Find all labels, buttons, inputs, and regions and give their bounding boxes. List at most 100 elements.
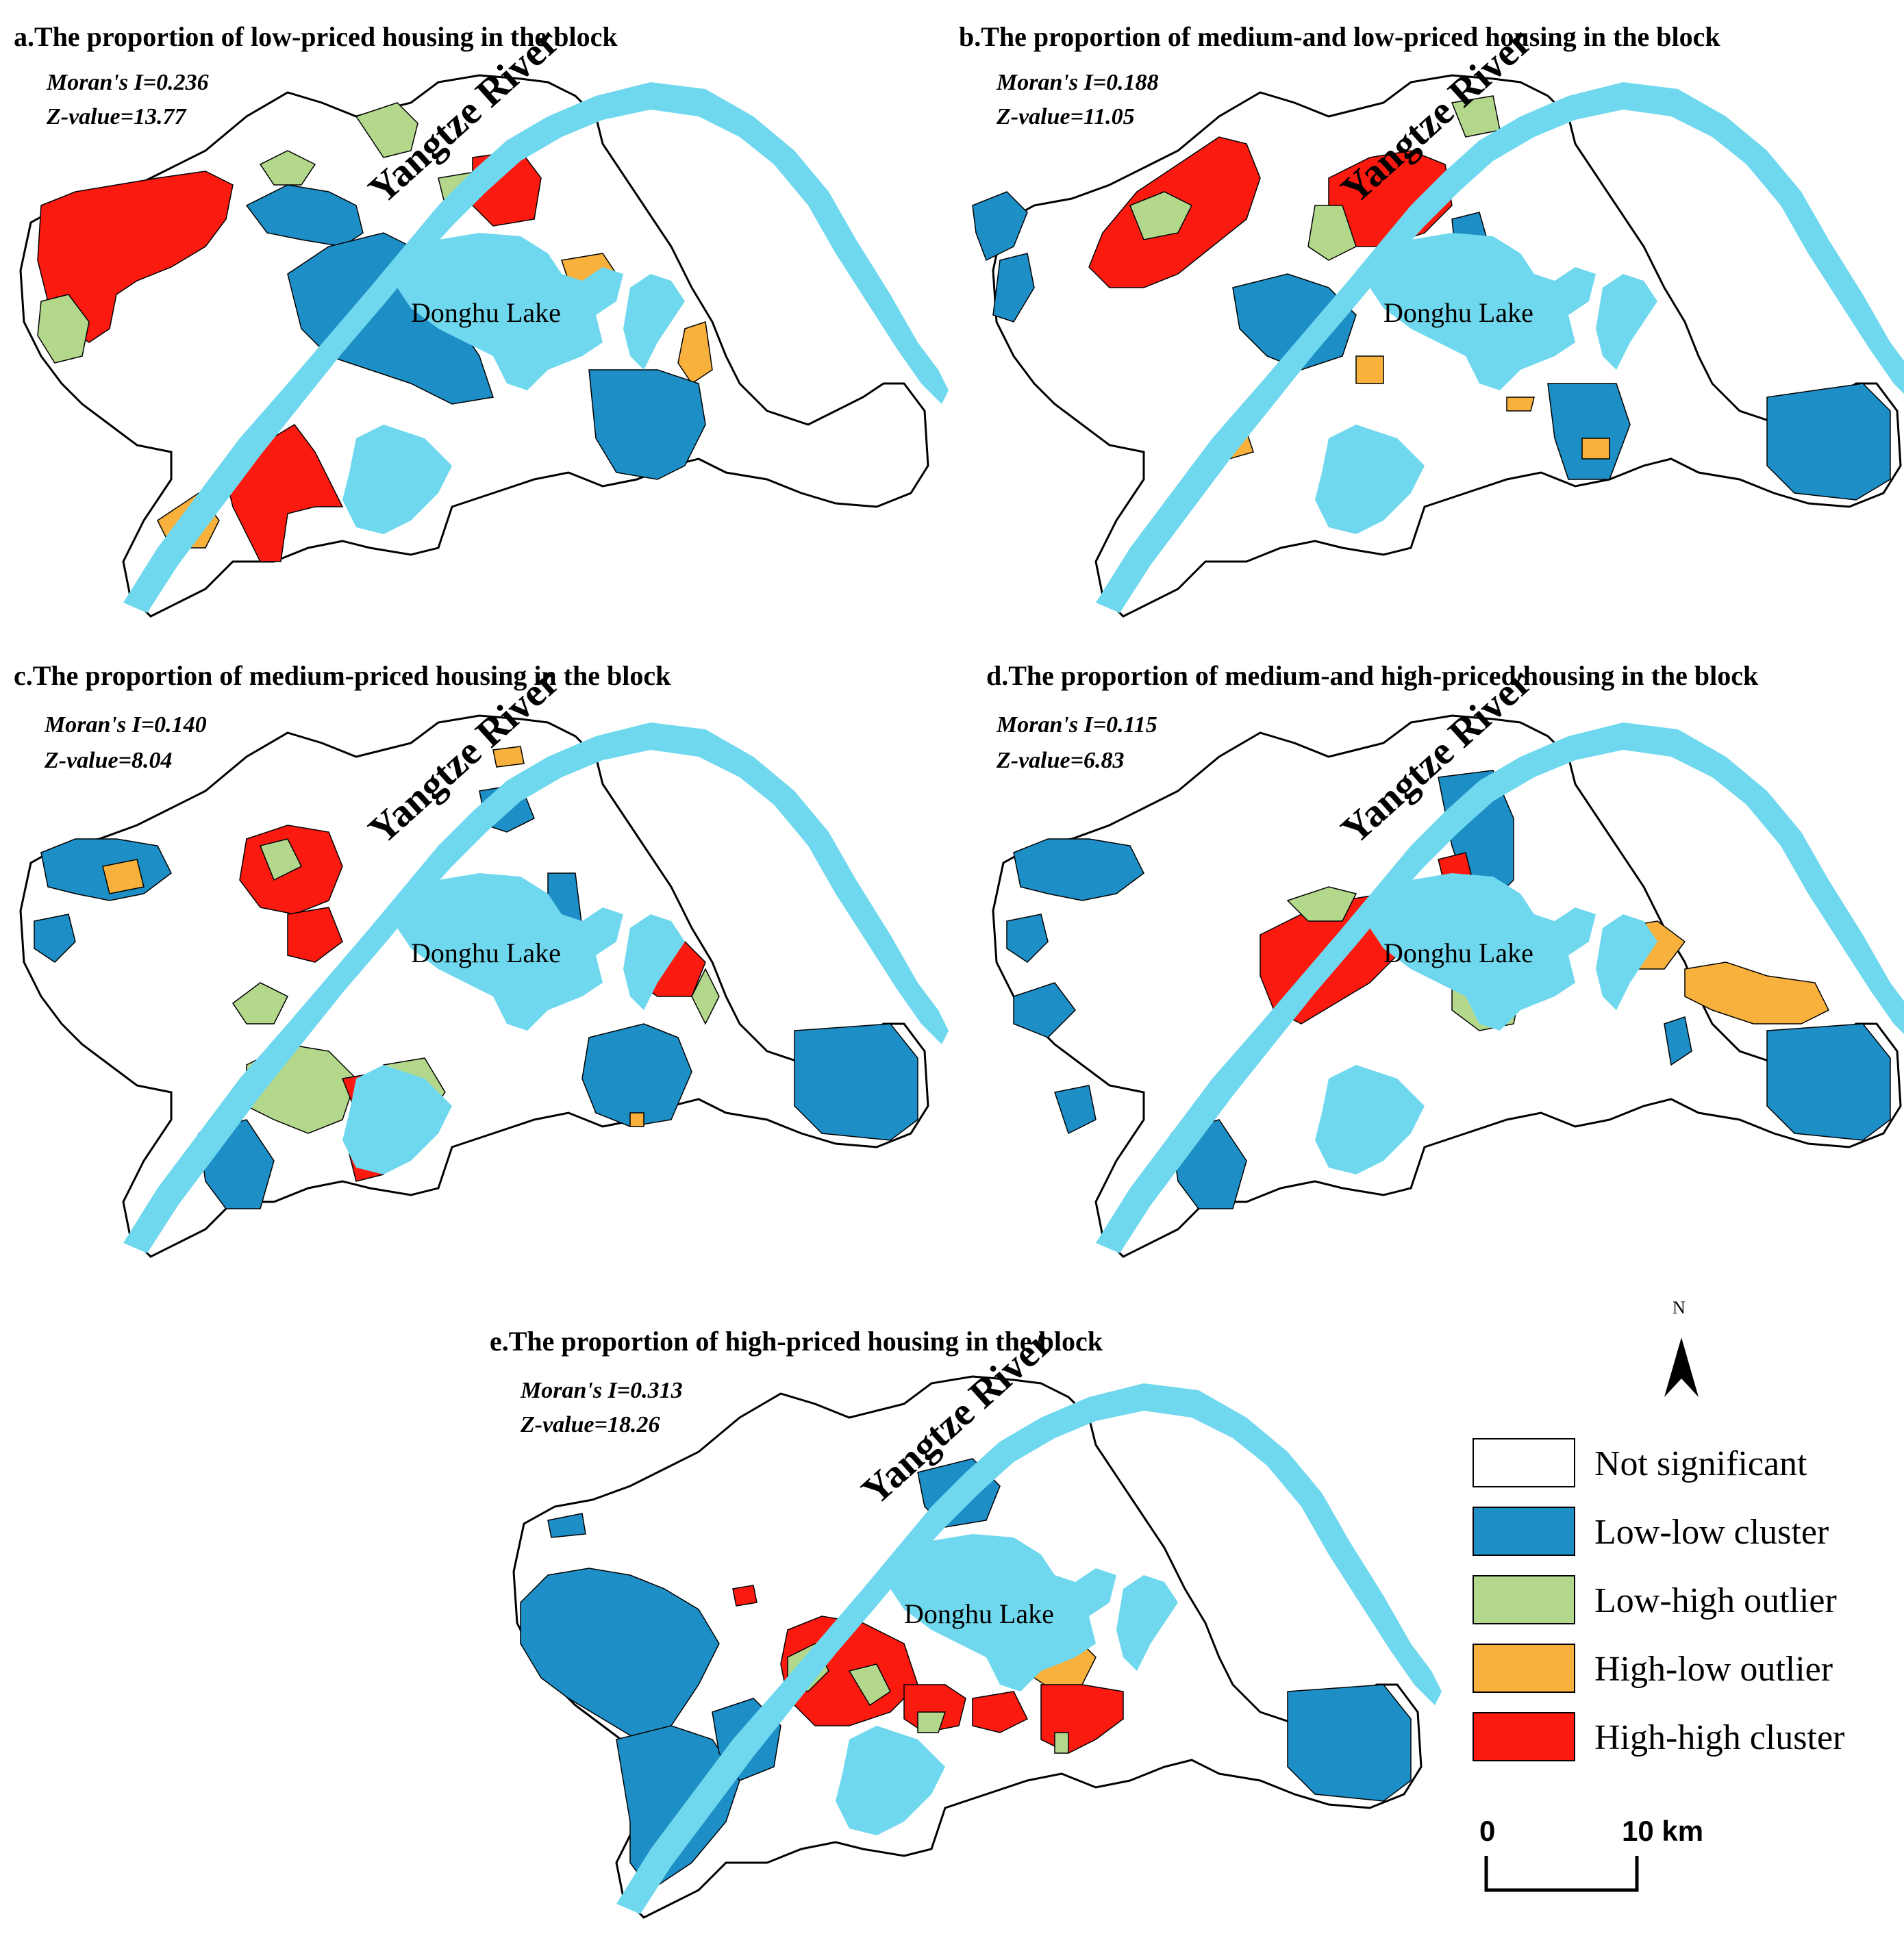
scale-end-label: 10 km — [1622, 1815, 1704, 1847]
block-low-high — [1307, 205, 1357, 261]
legend-swatch — [1473, 1507, 1575, 1556]
legend-item-not-significant: Not significant — [1473, 1438, 1883, 1489]
south-lake — [342, 425, 452, 534]
block-high-high — [972, 1691, 1029, 1733]
block-low-low — [547, 1513, 586, 1538]
north-letter: N — [1673, 1298, 1686, 1318]
block-high-low — [629, 1112, 644, 1127]
lake-label: Donghu Lake — [411, 938, 561, 968]
block-low-low — [1766, 1023, 1891, 1141]
east-lake — [1596, 914, 1657, 1010]
block-low-high — [231, 982, 289, 1024]
south-lake — [1315, 425, 1425, 534]
lake-label: Donghu Lake — [1383, 297, 1533, 328]
legend-swatch — [1473, 1438, 1575, 1487]
block-low-low — [520, 1568, 720, 1740]
block-low-high — [917, 1711, 947, 1733]
block-high-low — [1506, 397, 1535, 412]
block-low-low — [1664, 1016, 1692, 1066]
block-high-low — [102, 859, 145, 894]
block-high-high — [287, 907, 343, 963]
block-low-low — [616, 1725, 740, 1891]
morans-i: Moran's I=0.140 — [45, 712, 207, 738]
block-high-high — [732, 1585, 757, 1607]
legend-swatch — [1473, 1644, 1575, 1693]
donghu-lake — [890, 1534, 1116, 1692]
north-arrow-icon — [1664, 1337, 1699, 1397]
block-low-high — [1054, 1732, 1069, 1754]
block-low-high — [37, 294, 90, 364]
legend-item-low-high: Low-high outlier — [1473, 1575, 1883, 1626]
block-low-low — [972, 191, 1028, 262]
east-lake — [1596, 274, 1657, 370]
scale-start-label: 0 — [1479, 1815, 1496, 1847]
block-low-low — [581, 1023, 692, 1127]
north-arrow: N — [1657, 1298, 1705, 1400]
morans-i: Moran's I=0.188 — [997, 70, 1159, 95]
block-low-low — [34, 914, 76, 963]
legend-label: Low-high outlier — [1594, 1581, 1837, 1620]
block-high-low — [1355, 355, 1384, 384]
panel-title: c.The proportion of medium-priced housin… — [14, 660, 671, 691]
block-low-low — [992, 253, 1035, 323]
block-low-low — [1766, 383, 1891, 501]
block-low-low — [245, 184, 364, 247]
lake-label: Donghu Lake — [904, 1598, 1054, 1629]
z-value: Z-value=11.05 — [997, 104, 1135, 129]
legend-label: Not significant — [1594, 1444, 1807, 1483]
block-low-high — [355, 102, 418, 158]
block-low-high — [259, 150, 316, 186]
legend-swatch — [1473, 1712, 1575, 1761]
legend-swatch — [1473, 1575, 1575, 1624]
block-low-low — [1232, 273, 1357, 370]
legend-label: Low-low cluster — [1594, 1513, 1829, 1552]
block-low-low — [1013, 838, 1144, 901]
south-lake — [1315, 1065, 1425, 1174]
block-low-low — [1013, 982, 1076, 1038]
block-low-low — [794, 1023, 918, 1141]
lake-label: Donghu Lake — [411, 297, 561, 328]
panel-title: d.The proportion of medium-and high-pric… — [986, 660, 1759, 691]
block-low-high — [1129, 191, 1193, 240]
legend-item-high-high: High-high cluster — [1473, 1712, 1883, 1763]
legend-item-low-low: Low-low cluster — [1473, 1507, 1883, 1557]
block-low-low — [1054, 1085, 1097, 1135]
block-low-low — [1287, 1684, 1412, 1802]
legend-label: High-high cluster — [1594, 1718, 1845, 1757]
z-value: Z-value=6.83 — [997, 748, 1125, 773]
south-lake — [836, 1726, 945, 1835]
block-high-low — [1581, 438, 1610, 460]
lake-label: Donghu Lake — [1383, 938, 1533, 968]
z-value: Z-value=18.26 — [521, 1412, 660, 1437]
block-high-low — [492, 746, 525, 768]
east-lake — [1116, 1575, 1178, 1671]
morans-i: Moran's I=0.236 — [47, 70, 209, 95]
east-lake — [623, 274, 685, 370]
block-high-low — [677, 321, 713, 385]
block-low-low — [588, 369, 706, 480]
south-lake — [342, 1065, 452, 1174]
block-low-high — [691, 968, 720, 1025]
panel-title: b.The proportion of medium-and low-price… — [959, 21, 1720, 52]
morans-i: Moran's I=0.115 — [997, 712, 1157, 738]
donghu-lake — [397, 873, 623, 1031]
east-lake — [623, 914, 685, 1010]
scale-bar: 0 10 km — [1473, 1815, 1703, 1897]
block-high-low — [1684, 961, 1830, 1024]
donghu-lake — [397, 233, 623, 390]
donghu-lake — [1370, 233, 1596, 390]
donghu-lake — [1370, 873, 1596, 1031]
legend-label: High-low outlier — [1594, 1650, 1833, 1689]
block-low-high — [1286, 886, 1357, 922]
panel-title: a.The proportion of low-priced housing i… — [14, 21, 618, 52]
block-low-high — [848, 1663, 891, 1707]
scale-bar-line — [1484, 1856, 1639, 1892]
morans-i: Moran's I=0.313 — [521, 1378, 683, 1403]
z-value: Z-value=13.77 — [47, 104, 186, 129]
panel-title: e.The proportion of high-priced housing … — [490, 1326, 1103, 1357]
block-low-high — [259, 838, 303, 881]
